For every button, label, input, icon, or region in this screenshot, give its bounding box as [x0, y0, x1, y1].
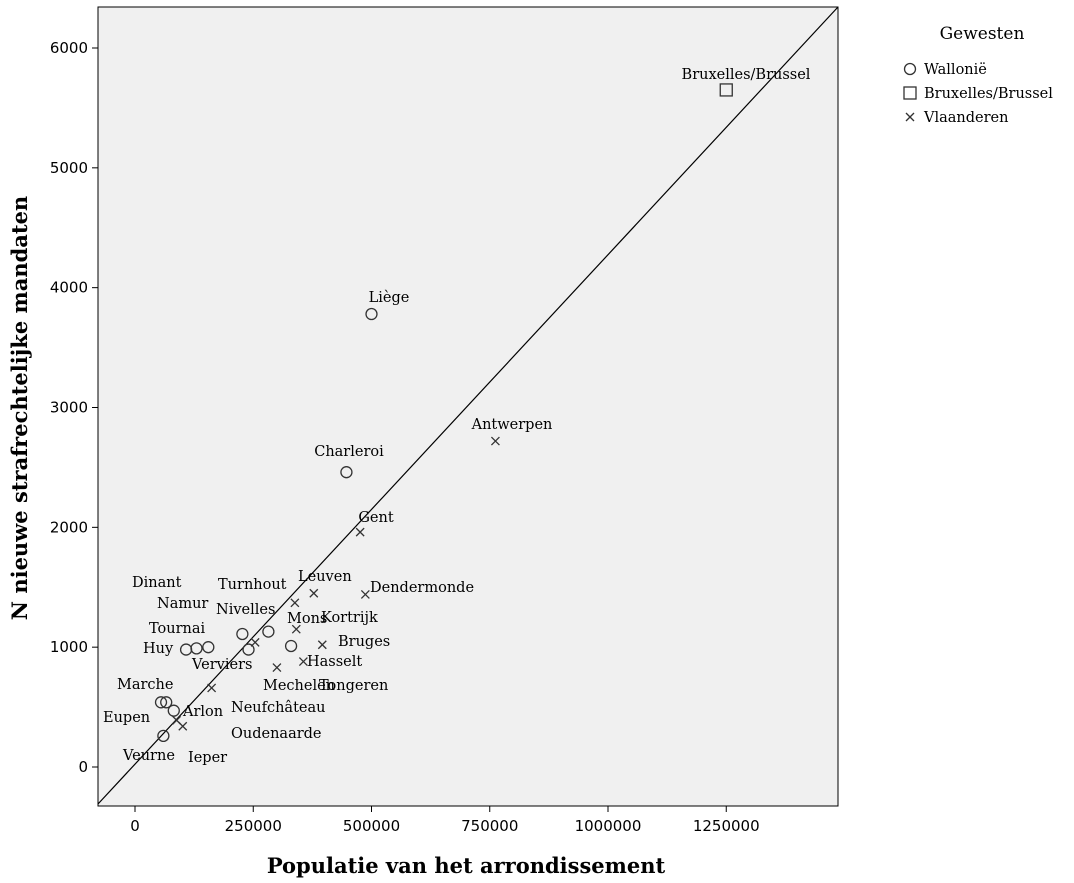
point-namur	[236, 627, 249, 641]
label-charleroi: Charleroi	[314, 444, 384, 460]
label-nivelles: Nivelles	[216, 602, 275, 618]
x-tick-label: 750000	[461, 817, 518, 835]
label-gent: Gent	[358, 510, 394, 526]
label-eupen: Eupen	[103, 710, 150, 726]
point-oudenaarde	[207, 683, 217, 693]
label-ieper: Ieper	[188, 750, 227, 766]
y-tick-label: 2000	[50, 518, 88, 536]
label-dendermonde: Dendermonde	[370, 580, 474, 596]
reference-line-layer	[97, 6, 839, 805]
point-mons	[284, 639, 298, 653]
data-labels: Liège Charleroi Namur Nivelles Mons Tournai Hu…	[103, 67, 811, 766]
label-hasselt: Hasselt	[307, 654, 362, 670]
y-tick-label: 3000	[50, 399, 88, 417]
legend-entry-cross: Vlaanderen	[923, 110, 1008, 126]
point-marche	[154, 696, 168, 709]
axis-ticks: 0 250000 500000 750000 1000000 1250000 0 1000 20…	[50, 39, 760, 835]
point-neufchateau	[160, 696, 173, 709]
label-dinant: Dinant	[132, 575, 182, 591]
legend-marker-circle	[903, 62, 917, 76]
legend-title: Gewesten	[940, 24, 1025, 44]
legend-items: Wallonië Bruxelles/Brussel Vlaanderen	[903, 62, 1053, 126]
y-tick-label: 5000	[50, 159, 88, 177]
label-turnhout: Turnhout	[218, 577, 287, 593]
point-nivelles	[262, 625, 275, 638]
label-liege: Liège	[369, 290, 410, 306]
y-axis-title: N nieuwe strafrechtelijke mandaten	[7, 196, 32, 620]
point-leuven	[309, 588, 319, 598]
point-dinant	[190, 642, 203, 655]
data-points	[154, 83, 733, 742]
label-verviers: Verviers	[191, 657, 252, 673]
label-bruxelles-brussel: Bruxelles/Brussel	[682, 67, 811, 83]
label-mechelen: Mechelen	[263, 678, 335, 694]
point-verviers	[242, 643, 255, 656]
label-veurne: Veurne	[122, 748, 175, 764]
y-tick-label: 4000	[50, 279, 88, 297]
point-liege	[365, 307, 378, 321]
legend-marker-square	[903, 86, 917, 100]
label-kortrijk: Kortrijk	[321, 610, 378, 626]
label-bruges: Bruges	[338, 634, 390, 650]
label-namur: Namur	[157, 596, 208, 612]
label-tournai: Tournai	[149, 621, 206, 637]
point-tournai	[202, 641, 215, 654]
label-mons: Mons	[287, 611, 327, 627]
legend-marker-cross	[905, 112, 915, 122]
label-antwerpen: Antwerpen	[471, 417, 553, 433]
y-tick-label: 6000	[50, 39, 88, 57]
point-turnhout	[290, 598, 300, 608]
point-gent	[355, 527, 365, 537]
reference-line	[97, 6, 839, 805]
point-eupen	[157, 729, 170, 742]
x-tick-label: 500000	[343, 817, 400, 835]
x-tick-label: 1250000	[693, 817, 760, 835]
legend-entry-square: Bruxelles/Brussel	[924, 86, 1053, 102]
point-veurne	[172, 715, 182, 725]
point-tongeren	[250, 637, 260, 647]
y-tick-label: 1000	[50, 638, 88, 656]
point-dendermonde	[360, 589, 370, 599]
point-mechelen	[272, 663, 282, 672]
point-charleroi	[340, 466, 353, 479]
legend-entry-circle: Wallonië	[924, 62, 987, 78]
label-marche: Marche	[117, 677, 173, 693]
label-arlon: Arlon	[182, 704, 223, 720]
x-tick-label: 250000	[225, 817, 282, 835]
legend: Gewesten Wallonië Bruxelles/Brussel Vlaand…	[903, 24, 1053, 126]
y-tick-label: 0	[78, 758, 88, 776]
label-leuven: Leuven	[298, 569, 352, 585]
x-tick-label: 0	[130, 817, 140, 835]
point-bruges	[317, 640, 327, 650]
x-tick-label: 1000000	[575, 817, 642, 835]
label-huy: Huy	[143, 641, 174, 657]
x-axis-title: Populatie van het arrondissement	[267, 853, 666, 878]
label-tongeren: Tongeren	[319, 678, 388, 694]
point-kortrijk	[291, 624, 301, 634]
point-arlon	[167, 704, 180, 717]
point-bruxelles-brussel	[719, 83, 733, 97]
label-oudenaarde: Oudenaarde	[231, 726, 322, 742]
point-antwerpen	[490, 436, 500, 446]
point-hasselt	[298, 657, 308, 667]
label-neufchateau: Neufchâteau	[231, 700, 325, 716]
